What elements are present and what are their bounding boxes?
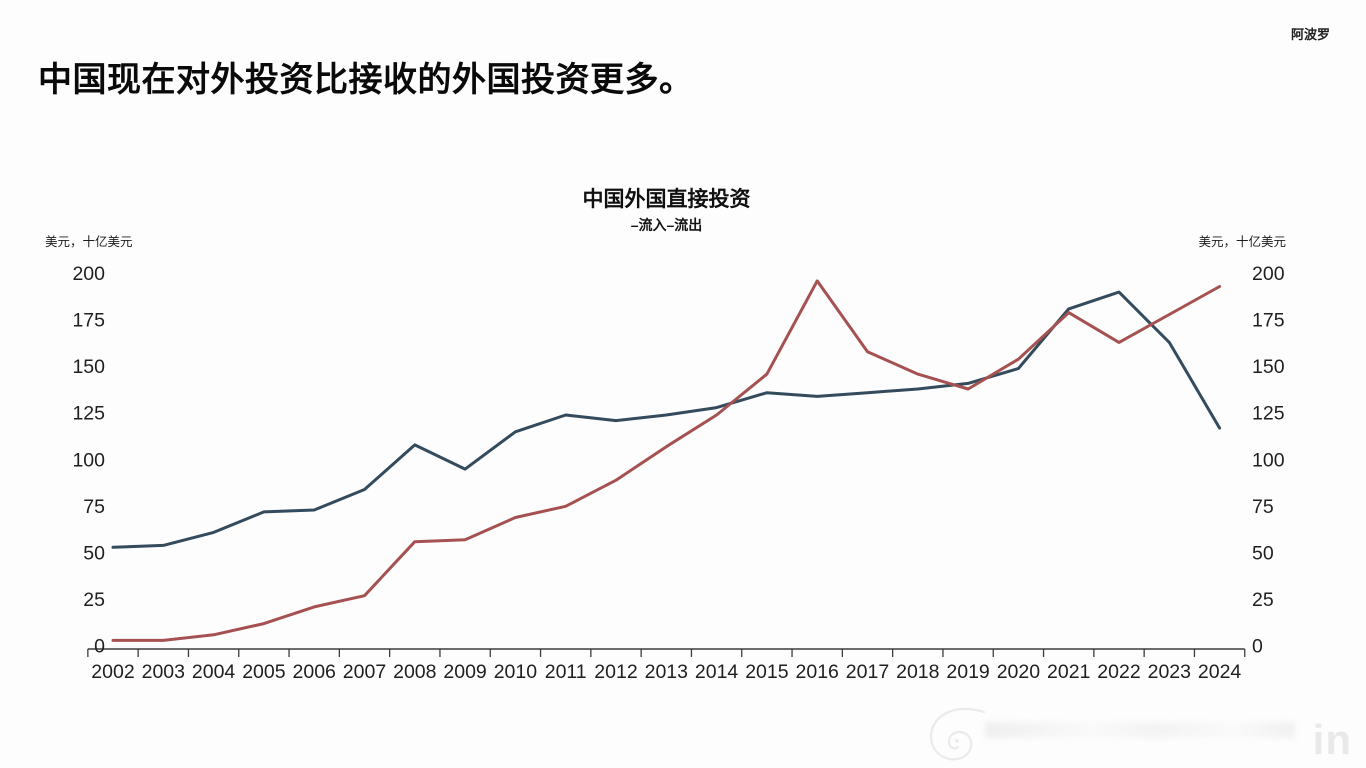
x-tick-label: 2010: [494, 661, 538, 683]
x-tick-label: 2006: [293, 661, 336, 683]
x-tick-label: 2004: [192, 661, 236, 683]
y-tick-label-right: 50: [1252, 542, 1274, 564]
series-line-流出: [111, 279, 1222, 642]
brand-label: 阿波罗: [1290, 27, 1330, 42]
x-tick-label: 2020: [997, 661, 1041, 683]
x-tick-label: 2017: [846, 661, 889, 683]
x-tick-label: 2008: [393, 661, 436, 683]
series-line-流入: [111, 290, 1222, 549]
x-tick-label: 2015: [745, 661, 789, 683]
x-tick-label: 2012: [594, 661, 637, 683]
x-tick-label: 2014: [695, 661, 739, 683]
y-tick-label-left: 75: [83, 496, 105, 518]
x-tick-label: 2024: [1198, 661, 1242, 683]
y-tick-label-left: 125: [72, 403, 105, 425]
y-tick-label-left: 100: [72, 449, 105, 471]
x-tick-label: 2009: [443, 661, 486, 683]
y-tick-label-left: 150: [72, 356, 105, 378]
y-tick-label-right: 150: [1252, 356, 1285, 378]
y-tick-label-right: 75: [1252, 496, 1274, 518]
x-tick-label: 2002: [91, 661, 134, 683]
page-title: 中国现在对外投资比接收的外国投资更多。: [38, 61, 694, 99]
right-axis-unit-label: 美元，十亿美元: [1198, 235, 1286, 249]
chart-title: 中国外国直接投资: [582, 188, 751, 211]
x-tick-label: 2013: [645, 661, 688, 683]
x-tick-label: 2022: [1097, 661, 1140, 683]
y-tick-label-left: 25: [83, 589, 105, 611]
left-axis-unit-label: 美元，十亿美元: [45, 235, 133, 249]
x-tick-label: 2011: [545, 661, 587, 683]
spiral-logo-icon: [929, 707, 986, 761]
y-tick-label-right: 200: [1252, 263, 1285, 285]
linkedin-watermark: in: [1312, 716, 1352, 763]
x-tick-label: 2016: [796, 661, 839, 683]
y-tick-label-right: 0: [1252, 636, 1263, 658]
watermark-streak: [985, 722, 1295, 738]
y-tick-label-left: 200: [72, 263, 105, 285]
x-tick-label: 2005: [242, 661, 286, 683]
y-tick-label-right: 100: [1252, 449, 1285, 471]
y-tick-label-left: 50: [83, 542, 105, 564]
chart-legend: –流入–流出: [630, 217, 703, 233]
x-tick-label: 2023: [1148, 661, 1191, 683]
y-tick-label-right: 175: [1252, 310, 1285, 332]
x-tick-label: 2021: [1047, 661, 1090, 683]
y-tick-label-left: 175: [72, 310, 105, 332]
x-tick-label: 2019: [946, 661, 989, 683]
y-tick-label-right: 25: [1252, 589, 1274, 611]
x-tick-label: 2018: [896, 661, 939, 683]
x-tick-label: 2007: [343, 661, 386, 683]
y-tick-label-left: 0: [94, 636, 105, 658]
x-tick-label: 2003: [142, 661, 185, 683]
y-tick-label-right: 125: [1252, 403, 1285, 425]
